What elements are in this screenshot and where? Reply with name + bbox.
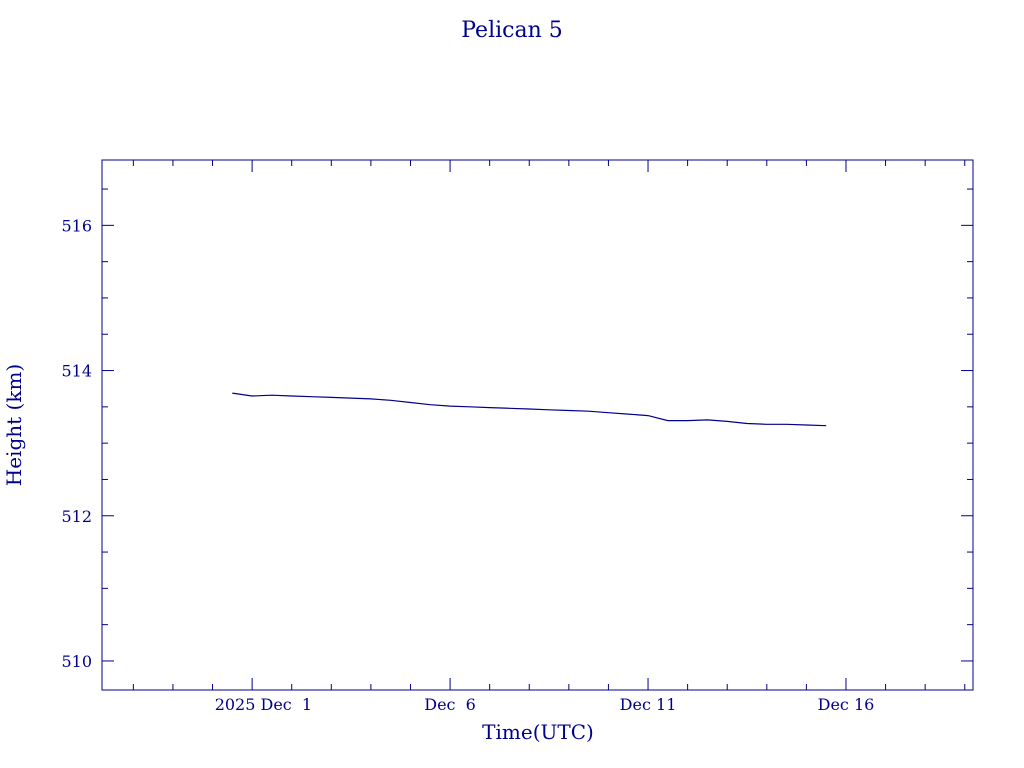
x-tick-label: 2025 Dec 1 xyxy=(215,695,312,714)
series-group xyxy=(232,392,827,427)
y-axis-label: Height (km) xyxy=(2,364,26,486)
y-tick-label: 512 xyxy=(61,507,92,526)
x-tick-label: Dec 6 xyxy=(424,695,476,714)
y-tick-label: 510 xyxy=(61,652,92,671)
plot-frame xyxy=(101,159,974,691)
y-tick-label: 514 xyxy=(61,362,92,381)
tick-labels: 510 512 514 516 2025 Dec 1 Dec 6 Dec 11 Dec 16 xyxy=(61,216,874,714)
x-tick-label: Dec 11 xyxy=(620,695,677,714)
x-tick-label: Dec 16 xyxy=(818,695,875,714)
series-line-0 xyxy=(232,392,827,427)
x-axis-label: Time(UTC) xyxy=(482,720,594,744)
axis-ticks xyxy=(102,160,973,690)
y-tick-label: 516 xyxy=(61,216,92,235)
chart-title: Pelican 5 xyxy=(461,18,563,43)
